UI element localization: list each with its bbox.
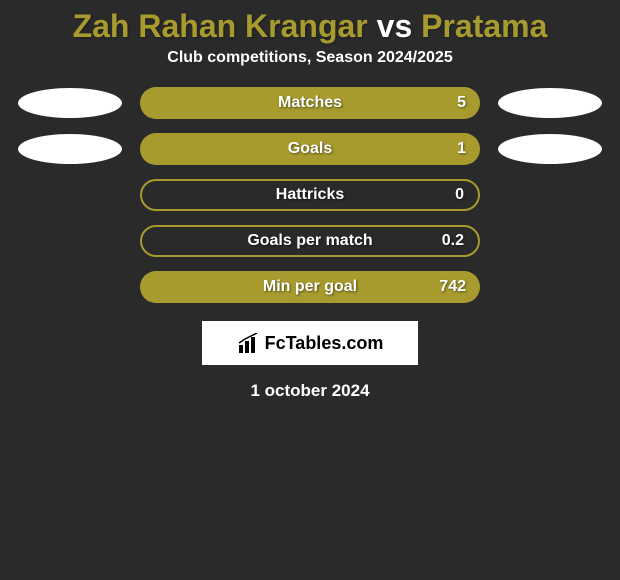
date-text: 1 october 2024: [0, 381, 620, 401]
stat-value: 742: [439, 278, 466, 296]
title-player1: Zah Rahan Krangar: [73, 8, 368, 44]
stat-value: 1: [457, 140, 466, 158]
stat-value: 5: [457, 94, 466, 112]
stat-row: Goals 1: [10, 133, 610, 165]
stat-label: Goals: [288, 140, 332, 158]
left-ellipse: [18, 134, 122, 164]
page-title: Zah Rahan Krangar vs Pratama: [0, 0, 620, 49]
title-vs: vs: [377, 8, 413, 44]
stat-row: Goals per match 0.2: [10, 225, 610, 257]
logo-box[interactable]: FcTables.com: [202, 321, 418, 365]
stat-label: Goals per match: [247, 232, 372, 250]
stats-container: Matches 5 Goals 1 Hattricks 0 Goals per match 0…: [0, 87, 620, 303]
right-ellipse: [498, 134, 602, 164]
stat-label: Hattricks: [276, 186, 344, 204]
logo-text: FcTables.com: [265, 333, 384, 354]
stat-value: 0: [455, 186, 464, 204]
stat-value: 0.2: [442, 232, 464, 250]
stat-bar: Hattricks 0: [140, 179, 480, 211]
stat-bar: Matches 5: [140, 87, 480, 119]
subtitle: Club competitions, Season 2024/2025: [0, 49, 620, 87]
stat-bar: Min per goal 742: [140, 271, 480, 303]
right-ellipse: [498, 88, 602, 118]
stat-bar: Goals 1: [140, 133, 480, 165]
left-ellipse: [18, 88, 122, 118]
stat-row: Hattricks 0: [10, 179, 610, 211]
stat-bar: Goals per match 0.2: [140, 225, 480, 257]
chart-icon: [237, 333, 261, 353]
stat-row: Matches 5: [10, 87, 610, 119]
title-player2: Pratama: [421, 8, 547, 44]
stat-label: Matches: [278, 94, 342, 112]
stat-label: Min per goal: [263, 278, 357, 296]
stat-row: Min per goal 742: [10, 271, 610, 303]
